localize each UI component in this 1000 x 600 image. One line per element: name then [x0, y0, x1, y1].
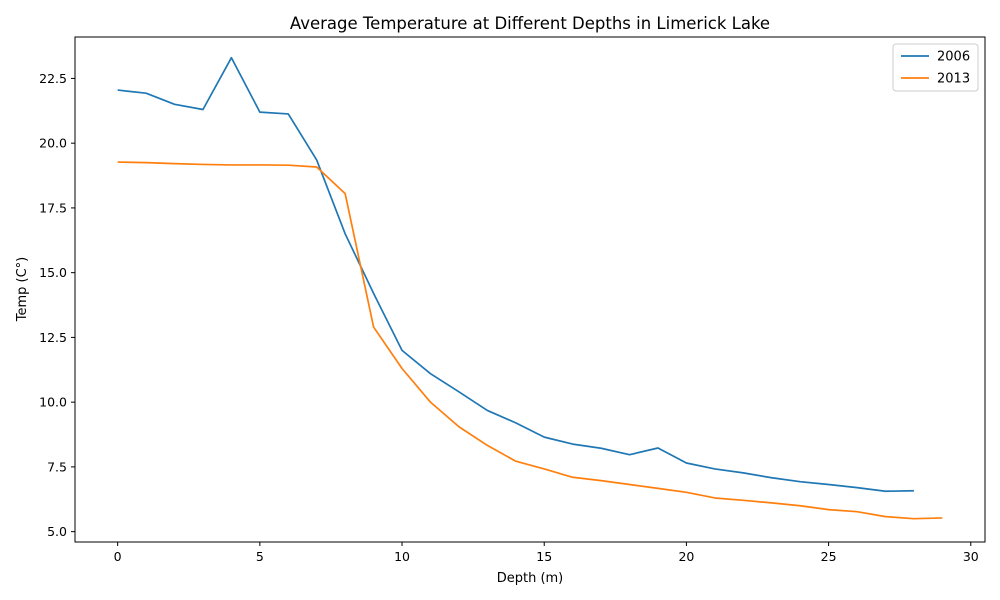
legend-label-2013: 2013 [937, 72, 970, 87]
x-tick-label: 20 [678, 549, 694, 564]
x-tick-label: 0 [114, 549, 122, 564]
x-axis: 0 5 10 15 20 25 30 [114, 542, 979, 564]
y-tick-label: 22.5 [39, 71, 67, 86]
x-tick-label: 30 [963, 549, 979, 564]
y-tick-label: 7.5 [47, 459, 67, 474]
y-axis-label: Temp (C°) [15, 257, 30, 323]
chart-title: Average Temperature at Different Depths … [290, 14, 770, 33]
x-axis-label: Depth (m) [497, 571, 564, 586]
y-tick-label: 12.5 [39, 330, 67, 345]
legend-label-2006: 2006 [937, 50, 970, 65]
plot-frame [74, 36, 986, 543]
y-tick-label: 5.0 [47, 524, 67, 539]
x-tick-label: 5 [256, 549, 264, 564]
y-axis: 5.0 7.5 10.0 12.5 15.0 17.5 20.0 22.5 [39, 71, 75, 539]
y-tick-label: 10.0 [39, 395, 67, 410]
x-tick-label: 25 [821, 549, 837, 564]
x-tick-label: 10 [394, 549, 410, 564]
x-tick-label: 15 [536, 549, 552, 564]
y-tick-label: 15.0 [39, 265, 67, 280]
plot-lines [117, 56, 943, 520]
legend: 2006 2013 [892, 43, 979, 92]
y-tick-label: 20.0 [39, 136, 67, 151]
series-line-2006 [117, 56, 914, 493]
y-tick-label: 17.5 [39, 200, 67, 215]
series-line-2013 [117, 161, 943, 520]
